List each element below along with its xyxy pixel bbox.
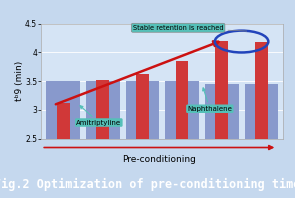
Text: Fig.2 Optimization of pre-conditioning time: Fig.2 Optimization of pre-conditioning t… <box>0 178 295 191</box>
Bar <box>205 84 239 139</box>
Text: Stable retention is reached: Stable retention is reached <box>133 25 247 31</box>
Bar <box>46 81 80 139</box>
Bar <box>255 42 268 139</box>
Bar <box>126 81 159 139</box>
Bar <box>245 84 278 139</box>
Bar <box>86 81 119 139</box>
Bar <box>57 103 70 139</box>
Bar <box>215 41 228 139</box>
Text: Pre-conditioning: Pre-conditioning <box>122 155 196 164</box>
Y-axis label: tᵇ9 (min): tᵇ9 (min) <box>15 61 24 101</box>
Bar <box>165 81 199 139</box>
Bar <box>176 61 189 139</box>
Text: Amitriptyline: Amitriptyline <box>76 106 121 126</box>
Bar <box>136 74 149 139</box>
Text: Naphthalene: Naphthalene <box>187 88 232 112</box>
Bar <box>96 80 109 139</box>
